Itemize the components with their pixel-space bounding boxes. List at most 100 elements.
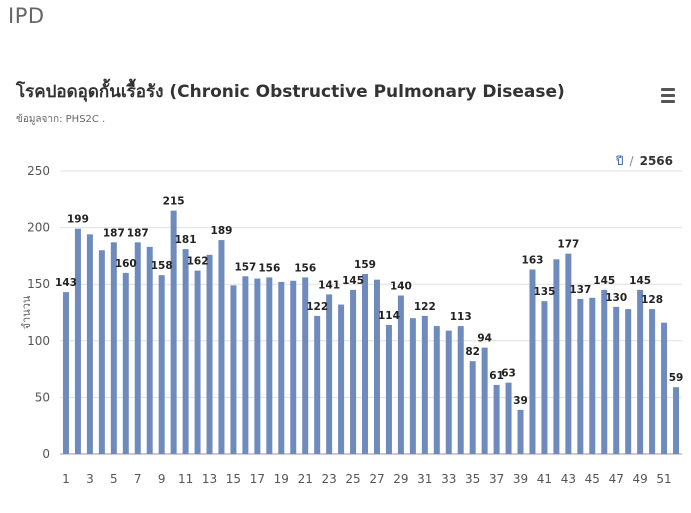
x-tick-label: 19 <box>274 472 289 486</box>
bar <box>338 304 345 454</box>
data-label: 143 <box>55 277 77 289</box>
data-label: 187 <box>127 227 149 239</box>
data-label: 156 <box>258 262 280 274</box>
bar <box>98 250 105 454</box>
data-label: 159 <box>354 259 376 271</box>
bar <box>577 298 584 454</box>
hamburger-menu-icon[interactable] <box>661 88 675 103</box>
bar <box>182 249 189 454</box>
data-label: 199 <box>67 214 89 226</box>
x-tick-label: 25 <box>345 472 360 486</box>
bar <box>589 297 596 454</box>
year-value: 2566 <box>639 154 673 168</box>
bar <box>290 280 297 454</box>
bar <box>613 306 620 454</box>
bar <box>469 361 476 454</box>
bar <box>421 315 428 454</box>
x-tick-label: 23 <box>321 472 336 486</box>
bar <box>134 242 141 454</box>
bar <box>553 259 560 454</box>
bar <box>74 228 81 454</box>
data-label: 130 <box>605 292 627 304</box>
data-label: 63 <box>501 368 516 380</box>
y-tick-label: 0 <box>42 447 50 461</box>
x-tick-label: 51 <box>656 472 671 486</box>
year-separator: / <box>629 154 634 168</box>
bar <box>661 322 668 454</box>
x-tick-label: 11 <box>178 472 193 486</box>
data-label: 114 <box>378 310 400 322</box>
year-label: ปี <box>615 154 624 168</box>
bar <box>230 285 237 454</box>
data-label: 160 <box>115 258 137 270</box>
data-label: 135 <box>533 286 555 298</box>
chart-subtitle: ข้อมูลจาก: PHS2C . <box>16 114 106 125</box>
bar <box>457 326 464 454</box>
data-label: 158 <box>151 260 173 272</box>
bar <box>673 387 680 454</box>
data-label: 59 <box>669 372 684 384</box>
bar <box>505 382 512 454</box>
x-tick-label: 37 <box>489 472 504 486</box>
page-heading: IPD <box>8 4 45 28</box>
bar <box>62 292 69 454</box>
y-tick-label: 150 <box>27 277 50 291</box>
data-label: 141 <box>318 279 340 291</box>
x-tick-label: 29 <box>393 472 408 486</box>
bar <box>397 295 404 454</box>
bar <box>409 318 416 454</box>
bar <box>86 234 93 454</box>
bar <box>326 294 333 454</box>
y-tick-label: 100 <box>27 334 50 348</box>
x-tick-label: 27 <box>369 472 384 486</box>
data-label: 177 <box>557 239 579 251</box>
bar <box>637 289 644 454</box>
data-label: 215 <box>163 196 185 208</box>
bar <box>314 315 321 454</box>
data-label: 140 <box>390 281 412 293</box>
bar <box>158 275 165 454</box>
data-label: 189 <box>211 225 233 237</box>
bar <box>254 278 261 454</box>
bar <box>517 409 524 454</box>
x-tick-label: 31 <box>417 472 432 486</box>
x-tick-label: 17 <box>250 472 265 486</box>
data-label: 162 <box>187 256 209 268</box>
data-label: 39 <box>513 395 528 407</box>
bar <box>385 324 392 454</box>
data-label: 128 <box>641 294 663 306</box>
x-tick-label: 43 <box>561 472 576 486</box>
bar <box>278 281 285 454</box>
bar <box>601 289 608 454</box>
bar <box>194 270 201 454</box>
data-label: 187 <box>103 227 125 239</box>
bar <box>373 279 380 454</box>
x-tick-label: 45 <box>585 472 600 486</box>
data-label: 94 <box>477 333 492 345</box>
bar <box>242 276 249 454</box>
year-selector[interactable]: ปี / 2566 <box>616 152 673 171</box>
x-tick-label: 15 <box>226 472 241 486</box>
x-tick-label: 9 <box>158 472 166 486</box>
data-label: 61 <box>489 370 504 382</box>
bar <box>493 384 500 454</box>
x-tick-label: 21 <box>298 472 313 486</box>
x-tick-label: 47 <box>609 472 624 486</box>
x-tick-label: 41 <box>537 472 552 486</box>
bar <box>433 326 440 454</box>
x-tick-label: 7 <box>134 472 142 486</box>
bar <box>146 246 153 454</box>
x-tick-label: 3 <box>86 472 94 486</box>
bar <box>541 301 548 454</box>
data-label: 145 <box>342 275 364 287</box>
y-axis-label: จำนวน <box>20 295 33 329</box>
bar <box>362 274 369 454</box>
data-label: 113 <box>450 311 472 323</box>
data-label: 145 <box>593 275 615 287</box>
data-label: 156 <box>294 262 316 274</box>
data-label: 157 <box>234 261 256 273</box>
data-label: 181 <box>175 234 197 246</box>
bar <box>110 242 117 454</box>
data-label: 145 <box>629 275 651 287</box>
